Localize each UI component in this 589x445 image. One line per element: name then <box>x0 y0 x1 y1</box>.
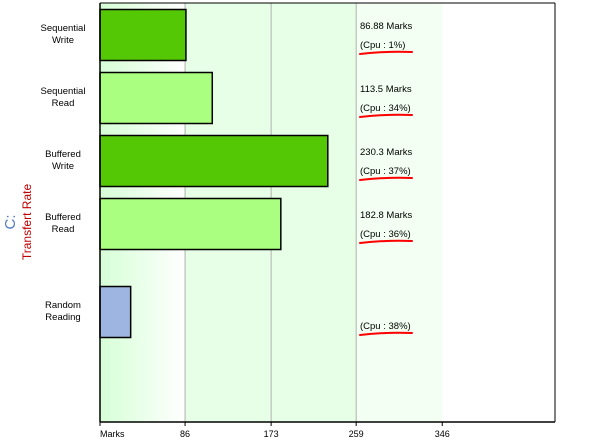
category-labels: SequentialWriteSequentialReadBufferedWri… <box>41 23 86 323</box>
cpu-label: (Cpu : 38%) <box>360 321 411 332</box>
value-label: 182.8 Marks <box>360 210 413 221</box>
value-label: 230.3 Marks <box>360 147 413 158</box>
bar <box>99 71 214 125</box>
bar <box>99 285 132 339</box>
cpu-label-underline <box>359 50 413 55</box>
category-label: Sequential <box>41 23 86 34</box>
category-label: Read <box>52 224 75 235</box>
cpu-label: (Cpu : 37%) <box>360 166 411 177</box>
cpu-label-underline <box>359 176 413 181</box>
bar <box>99 8 187 62</box>
bar <box>99 134 329 188</box>
value-label: 113.5 Marks <box>360 84 412 95</box>
category-label: Random <box>45 300 81 311</box>
value-labels: 86.88 Marks (Cpu : 1%) 113.5 Marks (Cpu : 3… <box>359 21 413 336</box>
x-tick-label: 346 <box>435 429 450 439</box>
bars <box>99 8 329 339</box>
x-tick-label: 259 <box>349 429 364 439</box>
bar <box>99 197 282 251</box>
cpu-label: (Cpu : 1%) <box>360 40 405 51</box>
category-label: Buffered <box>45 149 81 160</box>
cpu-label: (Cpu : 36%) <box>360 229 411 240</box>
cpu-label-underline <box>359 331 413 336</box>
x-tick-label: 173 <box>264 429 279 439</box>
category-label: Write <box>52 35 74 46</box>
x-tick-label: Marks <box>100 429 125 439</box>
x-tick-label: 86 <box>180 429 190 439</box>
drive-label: C: <box>2 215 19 230</box>
category-label: Read <box>52 98 75 109</box>
category-label: Buffered <box>45 212 81 223</box>
y-axis-title: Transfert Rate <box>20 184 34 261</box>
plot-band-4 <box>356 3 443 422</box>
category-label: Write <box>52 161 74 172</box>
category-label: Sequential <box>41 86 86 97</box>
x-tick-labels: Marks 86 173 259 346 <box>100 429 450 439</box>
cpu-label: (Cpu : 34%) <box>360 103 411 114</box>
cpu-label-underline <box>359 239 413 244</box>
value-label: 86.88 Marks <box>360 21 413 32</box>
category-label: Reading <box>45 312 80 323</box>
axes <box>99 2 556 426</box>
cpu-label-underline <box>359 113 413 118</box>
plot-band-3 <box>271 3 357 422</box>
